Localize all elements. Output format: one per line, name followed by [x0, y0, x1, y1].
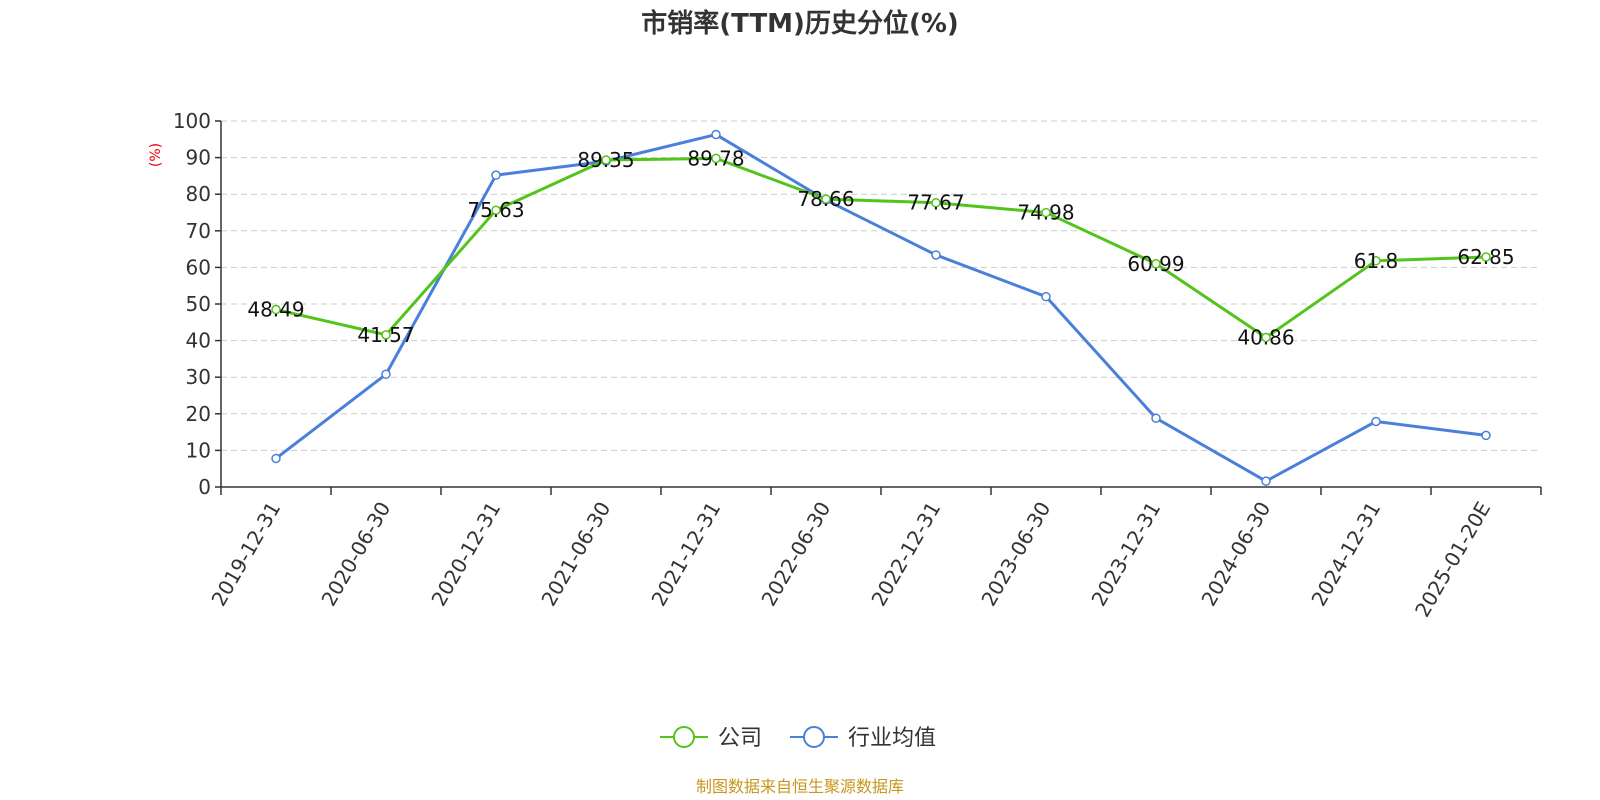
x-tick-label: 2020-12-31 [426, 498, 505, 611]
data-label: 75.63 [467, 198, 524, 222]
y-tick-label: 70 [186, 219, 211, 243]
legend-item-industry-average[interactable]: 行业均值 [790, 726, 936, 751]
x-tick-label: 2023-12-31 [1086, 498, 1165, 611]
data-labels: 48.49 41.57 75.63 89.35 89.78 78.66 77.67 74.98… [247, 146, 1514, 349]
legend-industry-label: 行业均值 [848, 726, 936, 751]
legend-company-marker [673, 726, 695, 748]
data-point [491, 205, 501, 215]
x-tick-label: 2020-06-30 [316, 498, 395, 611]
data-point [931, 250, 941, 260]
y-tick-label: 50 [186, 292, 211, 316]
data-point [381, 330, 391, 340]
data-label: 89.78 [687, 146, 744, 170]
chart-title: 市销率(TTM)历史分位(%) [641, 8, 959, 39]
data-label: 74.98 [1017, 201, 1074, 225]
data-point [1041, 291, 1051, 302]
data-point [1041, 207, 1051, 218]
data-point [711, 153, 721, 164]
data-point [601, 155, 611, 165]
series-line [274, 133, 1488, 483]
x-tick-label: 2021-12-31 [646, 498, 725, 611]
x-tick-label: 2025-01-20E [1410, 498, 1495, 622]
x-tick-label: 2024-12-31 [1306, 498, 1385, 611]
data-label: 78.66 [797, 187, 854, 211]
y-tick-label: 100 [173, 109, 211, 133]
x-tick-labels: 2019-12-31 2020-06-30 2020-12-31 2021-06-30… [206, 498, 1495, 622]
y-tick-label: 20 [186, 402, 211, 426]
y-tick-label: 40 [186, 329, 211, 353]
y-tick-label: 60 [186, 255, 211, 279]
data-label: 62.85 [1457, 245, 1514, 269]
legend-company-label: 公司 [718, 726, 762, 751]
data-label: 77.67 [907, 191, 964, 215]
y-tick-labels: 0 10 20 30 40 50 60 70 80 90 100 [173, 109, 211, 499]
axes [215, 120, 1542, 495]
data-point [491, 170, 501, 180]
data-label: 41.57 [357, 323, 414, 347]
y-tick-label: 10 [186, 438, 211, 462]
data-label: 48.49 [247, 298, 304, 322]
data-label: 61.8 [1354, 249, 1399, 273]
data-point [1481, 252, 1491, 262]
y-tick-label: 90 [186, 146, 211, 170]
y-tick-label: 0 [198, 475, 211, 499]
data-point [821, 194, 831, 204]
data-point [1261, 332, 1271, 343]
data-point [381, 369, 391, 380]
data-label: 60.99 [1127, 252, 1184, 276]
data-point [1261, 476, 1271, 486]
data-label: 40.86 [1237, 325, 1294, 349]
series-0 [271, 153, 1491, 343]
data-point [1151, 413, 1161, 423]
data-label: 89.35 [577, 148, 634, 172]
source-note: 制图数据来自恒生聚源数据库 [696, 777, 904, 796]
x-tick-label: 2024-06-30 [1196, 498, 1275, 611]
legend[interactable]: 公司 行业均值 [660, 726, 936, 751]
x-tick-label: 2019-12-31 [206, 498, 285, 611]
data-point [1481, 430, 1491, 441]
data-point [1151, 259, 1161, 269]
x-tick-label: 2022-12-31 [866, 498, 945, 611]
y-axis-label: (%) [148, 143, 164, 167]
y-tick-label: 80 [186, 182, 211, 206]
data-point [711, 129, 721, 140]
x-tick-label: 2023-06-30 [976, 498, 1055, 611]
series [271, 129, 1491, 486]
grid [221, 120, 1541, 451]
legend-industry-marker [803, 726, 825, 748]
data-point [271, 453, 281, 464]
data-point [1371, 256, 1381, 266]
x-tick-label: 2021-06-30 [536, 498, 615, 611]
y-tick-label: 30 [186, 365, 211, 389]
data-point [1371, 416, 1381, 427]
data-point [931, 197, 941, 208]
series-line [274, 156, 1488, 339]
legend-item-company[interactable]: 公司 [660, 726, 762, 751]
data-point [271, 304, 281, 315]
x-tick-label: 2022-06-30 [756, 498, 835, 611]
